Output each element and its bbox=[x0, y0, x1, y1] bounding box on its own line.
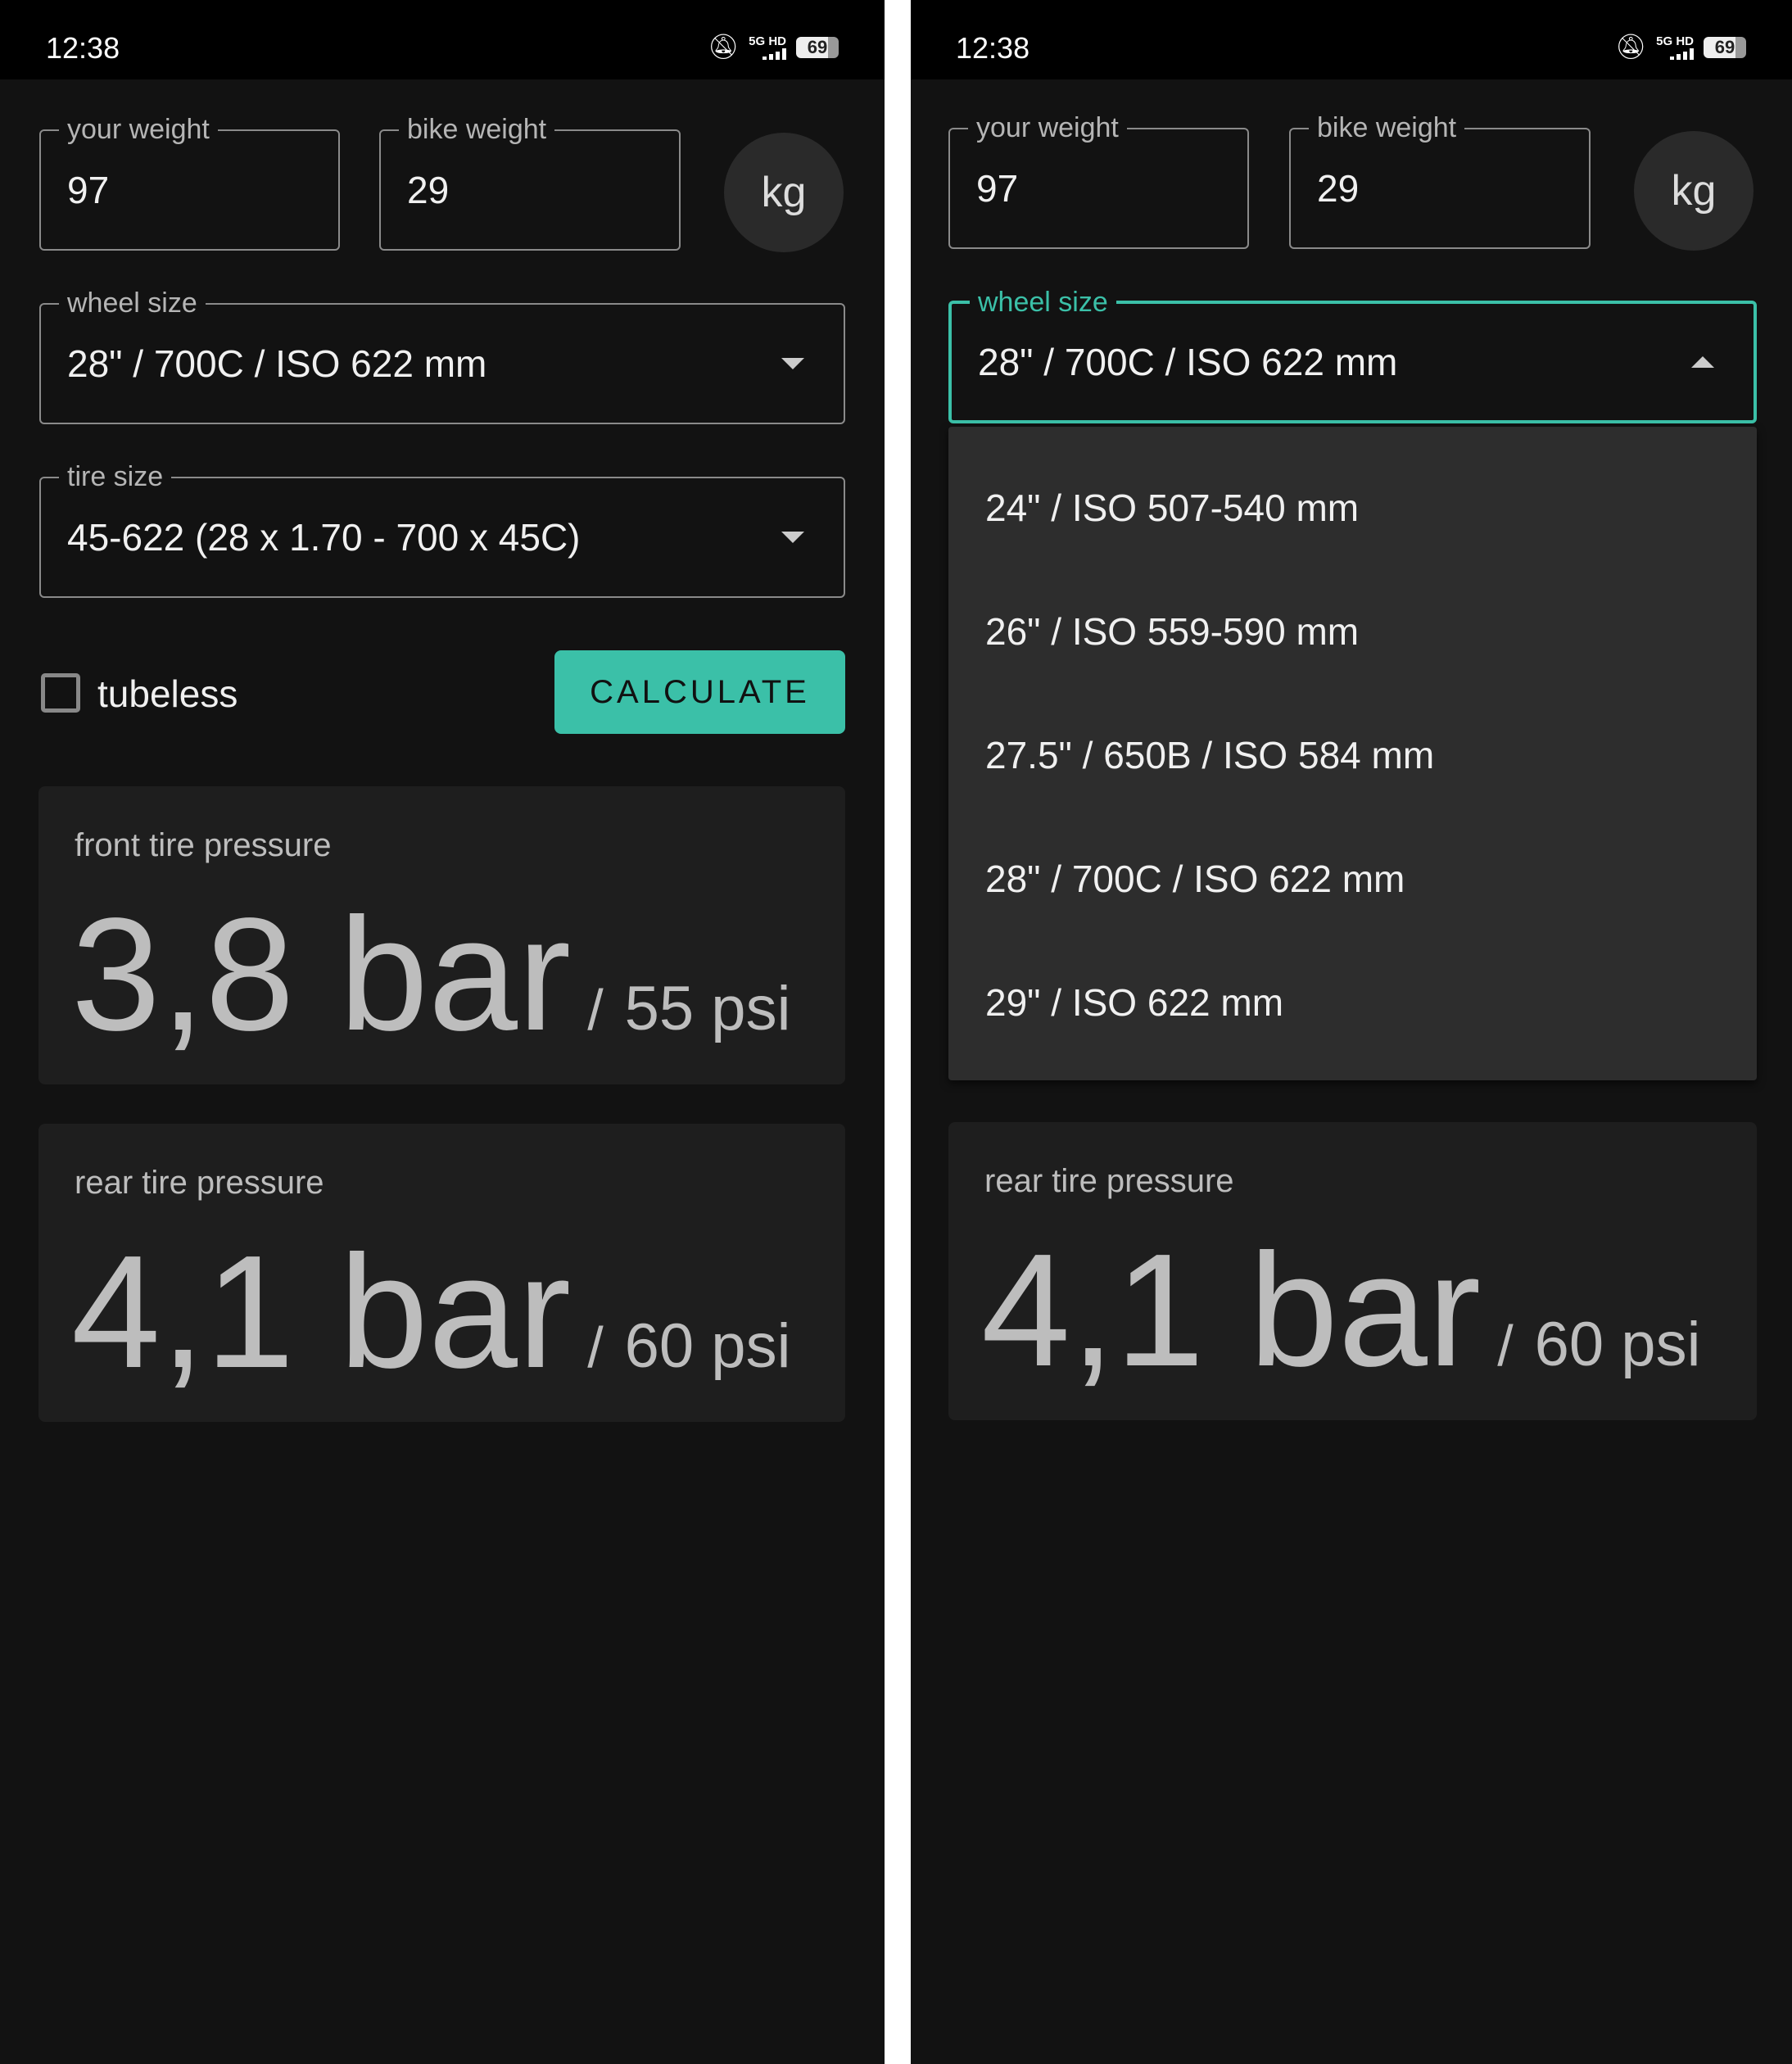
battery-icon: 69 bbox=[1704, 36, 1746, 58]
wheel-option[interactable]: 27.5" / 650B / ISO 584 mm bbox=[985, 734, 1435, 776]
separator: / bbox=[1497, 1314, 1514, 1378]
rear-psi-value: 60 psi bbox=[624, 1311, 791, 1381]
status-bar: 12:38 🔕︎ 5G HD 69 bbox=[911, 0, 1792, 79]
wheel-option[interactable]: 28" / 700C / ISO 622 mm bbox=[985, 858, 1405, 900]
bike-weight-label: bike weight bbox=[1309, 111, 1465, 144]
tubeless-checkbox[interactable] bbox=[41, 673, 80, 713]
dropdown-arrow-icon bbox=[781, 358, 804, 369]
network-label: 5G HD bbox=[749, 34, 786, 48]
wheel-option[interactable]: 26" / ISO 559-590 mm bbox=[985, 610, 1360, 653]
rear-bar-value: 4,1 bar bbox=[71, 1222, 572, 1401]
rear-pressure-label: rear tire pressure bbox=[984, 1163, 1234, 1199]
front-pressure-card: front tire pressure 3,8 bar/ 55 psi bbox=[38, 786, 845, 1084]
your-weight-label: your weight bbox=[968, 111, 1127, 144]
clock: 12:38 bbox=[956, 31, 1030, 65]
clock: 12:38 bbox=[46, 31, 120, 65]
your-weight-input[interactable]: your weight 97 bbox=[948, 111, 1249, 249]
tire-size-label: tire size bbox=[59, 460, 172, 493]
bike-weight-label: bike weight bbox=[399, 113, 555, 146]
separator: / bbox=[587, 978, 604, 1042]
wheel-option[interactable]: 24" / ISO 507-540 mm bbox=[985, 487, 1360, 529]
screen-dropdown-open: 12:38 🔕︎ 5G HD 69 your weight 97 bike we… bbox=[911, 0, 1792, 2064]
wheel-size-value: 28" / 700C / ISO 622 mm bbox=[978, 341, 1398, 383]
rear-pressure-label: rear tire pressure bbox=[75, 1165, 324, 1201]
wheel-option[interactable]: 29" / ISO 622 mm bbox=[985, 981, 1284, 1024]
front-bar-value: 3,8 bar bbox=[71, 885, 572, 1064]
rear-pressure-card: rear tire pressure 4,1 bar/ 60 psi bbox=[948, 1122, 1757, 1420]
your-weight-label: your weight bbox=[59, 113, 218, 146]
battery-icon: 69 bbox=[796, 36, 839, 58]
your-weight-value: 97 bbox=[976, 167, 1019, 210]
tire-size-value: 45-622 (28 x 1.70 - 700 x 45C) bbox=[67, 516, 581, 559]
your-weight-input[interactable]: your weight 97 bbox=[39, 113, 340, 251]
bell-muted-icon: 🔕︎ bbox=[1615, 34, 1647, 61]
screen-main: 12:38 🔕︎ 5G HD 69 your weight 97 bike we… bbox=[0, 0, 885, 2064]
bike-weight-input[interactable]: bike weight 29 bbox=[1289, 111, 1591, 249]
bell-muted-icon: 🔕︎ bbox=[708, 34, 740, 61]
wheel-size-label: wheel size bbox=[970, 286, 1116, 319]
rear-bar-value: 4,1 bar bbox=[981, 1220, 1482, 1400]
unit-toggle-button[interactable]: kg bbox=[724, 133, 844, 252]
wheel-size-value: 28" / 700C / ISO 622 mm bbox=[67, 342, 487, 385]
dropdown-arrow-icon bbox=[781, 532, 804, 543]
bike-weight-input[interactable]: bike weight 29 bbox=[379, 113, 681, 251]
signal-icon bbox=[749, 48, 786, 60]
signal-icon bbox=[1656, 48, 1694, 60]
tire-size-select[interactable]: tire size 45-622 (28 x 1.70 - 700 x 45C) bbox=[39, 460, 845, 598]
status-bar: 12:38 🔕︎ 5G HD 69 bbox=[0, 0, 885, 79]
front-psi-value: 55 psi bbox=[624, 974, 791, 1043]
rear-psi-value: 60 psi bbox=[1534, 1310, 1701, 1379]
wheel-size-label: wheel size bbox=[59, 287, 206, 319]
dropdown-arrow-up-icon bbox=[1691, 356, 1714, 368]
bike-weight-value: 29 bbox=[407, 169, 450, 211]
bike-weight-value: 29 bbox=[1317, 167, 1360, 210]
separator: / bbox=[587, 1315, 604, 1379]
unit-toggle-button[interactable]: kg bbox=[1634, 131, 1754, 251]
your-weight-value: 97 bbox=[67, 169, 110, 211]
rear-pressure-card: rear tire pressure 4,1 bar/ 60 psi bbox=[38, 1124, 845, 1422]
wheel-size-select[interactable]: wheel size 28" / 700C / ISO 622 mm bbox=[948, 286, 1757, 423]
network-label: 5G HD bbox=[1656, 34, 1694, 48]
wheel-size-dropdown-menu: 24" / ISO 507-540 mm 26" / ISO 559-590 m… bbox=[948, 427, 1757, 1080]
wheel-size-select[interactable]: wheel size 28" / 700C / ISO 622 mm bbox=[39, 287, 845, 424]
calculate-button[interactable]: CALCULATE bbox=[554, 650, 845, 734]
tubeless-label[interactable]: tubeless bbox=[97, 672, 238, 715]
front-pressure-label: front tire pressure bbox=[75, 827, 332, 863]
